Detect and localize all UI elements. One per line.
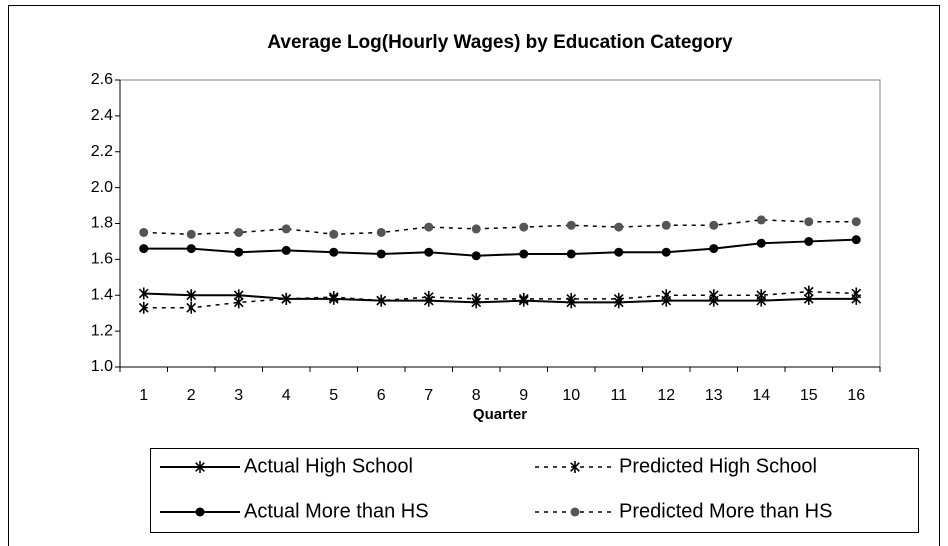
y-tick-label: 1.2	[91, 322, 113, 339]
x-tick-label: 4	[282, 387, 291, 404]
marker	[614, 247, 624, 257]
marker	[709, 220, 719, 230]
marker	[424, 247, 434, 257]
y-tick-label: 1.0	[91, 358, 113, 375]
marker	[661, 289, 672, 302]
legend-label: Predicted High School	[619, 455, 817, 477]
x-tick-label: 5	[329, 387, 338, 404]
marker	[518, 292, 529, 305]
marker	[804, 236, 814, 246]
marker	[234, 227, 244, 237]
y-tick-label: 2.0	[91, 179, 113, 196]
legend-marker	[195, 507, 205, 517]
y-tick-label: 2.4	[91, 107, 113, 124]
x-tick-label: 11	[610, 387, 627, 404]
marker	[234, 247, 244, 257]
marker	[233, 296, 244, 309]
marker	[471, 224, 481, 234]
x-tick-label: 3	[234, 387, 243, 404]
plot-area	[119, 79, 881, 368]
y-tick-label: 2.2	[91, 143, 113, 160]
y-tick-label: 1.6	[91, 251, 113, 268]
x-tick-label: 6	[377, 387, 386, 404]
marker	[376, 227, 386, 237]
series-line	[143, 238, 857, 257]
x-tick-label: 7	[424, 387, 433, 404]
x-tick-label: 13	[705, 387, 723, 404]
legend-marker	[570, 461, 580, 473]
x-tick-label: 16	[847, 387, 865, 404]
marker	[851, 287, 862, 300]
marker	[851, 235, 861, 245]
marker	[281, 292, 292, 305]
legend-marker	[570, 507, 580, 517]
legend-label: Actual High School	[244, 455, 413, 477]
marker	[376, 249, 386, 259]
marker	[519, 249, 529, 259]
marker	[139, 227, 149, 237]
marker	[186, 229, 196, 239]
x-tick-label: 15	[800, 387, 818, 404]
marker	[756, 238, 766, 248]
marker	[329, 229, 339, 239]
marker	[708, 289, 719, 302]
y-tick-label: 1.8	[91, 215, 113, 232]
marker	[803, 285, 814, 298]
marker	[328, 291, 339, 304]
marker	[709, 244, 719, 254]
legend	[150, 448, 919, 533]
legend-marker	[195, 461, 205, 473]
marker	[756, 289, 767, 302]
marker	[804, 217, 814, 227]
x-tick-label: 10	[562, 387, 580, 404]
marker	[186, 301, 197, 314]
marker	[376, 294, 387, 307]
marker	[613, 292, 624, 305]
marker	[851, 217, 861, 227]
marker	[186, 289, 197, 302]
marker	[756, 215, 766, 225]
x-tick-label: 12	[657, 387, 675, 404]
marker	[281, 224, 291, 234]
series-line	[143, 292, 857, 304]
marker	[471, 292, 482, 305]
x-tick-label: 14	[752, 387, 770, 404]
marker	[186, 244, 196, 254]
marker	[329, 247, 339, 257]
chart-title: Average Log(Hourly Wages) by Education C…	[267, 32, 733, 53]
marker	[519, 222, 529, 232]
x-tick-label: 2	[187, 387, 196, 404]
x-tick-label: 1	[139, 387, 148, 404]
marker	[281, 245, 291, 255]
marker	[423, 291, 434, 304]
y-tick-label: 1.4	[91, 286, 113, 303]
marker	[566, 292, 577, 305]
x-tick-label: 8	[472, 387, 481, 404]
marker	[138, 301, 149, 314]
legend-label: Predicted More than HS	[619, 500, 832, 522]
x-tick-label: 9	[519, 387, 528, 404]
marker	[139, 244, 149, 254]
marker	[614, 222, 624, 232]
marker	[566, 220, 576, 230]
legend-label: Actual More than HS	[244, 500, 429, 522]
marker	[138, 287, 149, 300]
series-line	[143, 219, 857, 236]
series-line	[143, 290, 857, 309]
marker	[424, 222, 434, 232]
marker	[661, 247, 671, 257]
y-tick-label: 2.6	[91, 71, 113, 88]
marker	[661, 220, 671, 230]
marker	[471, 251, 481, 261]
marker	[566, 249, 576, 259]
x-axis-label: Quarter	[473, 406, 527, 423]
